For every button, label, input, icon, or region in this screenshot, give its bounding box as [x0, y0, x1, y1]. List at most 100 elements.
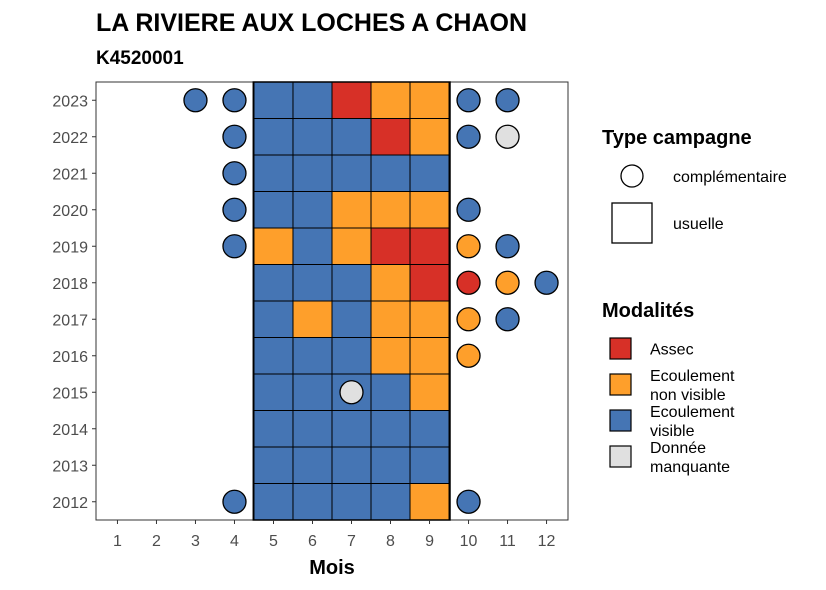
point-2022-10: [456, 124, 481, 149]
cell-2012-8: [370, 483, 411, 521]
legend-label-ecoulement-visible-0: Ecoulement: [650, 404, 735, 421]
legend-label-ecoulement-non-visible-1: non visible: [650, 387, 726, 404]
cell-2022-6: [292, 118, 333, 156]
cell-2012-6: [292, 483, 333, 521]
cell-2020-8: [370, 191, 411, 229]
x-tick-5: 5: [269, 533, 278, 550]
point-2012-10: [456, 489, 481, 514]
cell-2017-5: [253, 300, 294, 338]
cell-2015-6: [292, 373, 333, 411]
point-2020-4: [222, 197, 247, 222]
cell-2020-7: [331, 191, 372, 229]
cell-2016-6: [292, 337, 333, 375]
y-tick-2014: 2014: [52, 422, 88, 439]
x-tick-6: 6: [308, 533, 317, 550]
cell-2017-9: [409, 300, 450, 338]
legend-key-donnee-manquante: [609, 445, 632, 468]
point-2021-4: [222, 161, 247, 186]
cell-2014-7: [331, 410, 372, 448]
cell-2020-5: [253, 191, 294, 229]
point-2018-12: [534, 270, 559, 295]
cell-2018-8: [370, 264, 411, 302]
legend-label-ecoulement-visible-1: visible: [650, 423, 695, 440]
y-tick-2018: 2018: [52, 276, 88, 293]
y-axis: 2012 2013 2014 2015 2016 2017 2018 2019 2020 2021…: [52, 93, 96, 512]
legend-modalites-title: Modalités: [602, 300, 694, 322]
x-tick-1: 1: [113, 533, 122, 550]
legend-key-ecoulement-non-visible: [609, 373, 632, 396]
legend-type-usuelle: usuelle: [673, 216, 724, 233]
cell-2018-6: [292, 264, 333, 302]
y-tick-2021: 2021: [52, 166, 88, 183]
point-2023-3: [183, 88, 208, 113]
cell-2013-5: [253, 446, 294, 484]
point-2019-10: [456, 234, 481, 259]
cell-2013-9: [409, 446, 450, 484]
cell-2021-9: [409, 154, 450, 192]
legend-label-donnee-manquante-1: manquante: [650, 459, 730, 476]
cell-2023-6: [292, 81, 333, 119]
cell-2021-7: [331, 154, 372, 192]
legend-square-key: [611, 202, 653, 244]
legend-key-assec: [609, 337, 632, 360]
cell-2016-7: [331, 337, 372, 375]
cell-2014-6: [292, 410, 333, 448]
point-2018-11: [495, 270, 520, 295]
y-tick-2020: 2020: [52, 203, 88, 220]
cell-2014-5: [253, 410, 294, 448]
x-tick-10: 10: [460, 533, 478, 550]
cell-2019-7: [331, 227, 372, 265]
legend-type-complementaire: complémentaire: [673, 169, 787, 186]
cell-2023-8: [370, 81, 411, 119]
point-2023-10: [456, 88, 481, 113]
point-2012-4: [222, 489, 247, 514]
cell-2021-8: [370, 154, 411, 192]
point-2019-11: [495, 234, 520, 259]
y-tick-2012: 2012: [52, 495, 88, 512]
cell-2017-6: [292, 300, 333, 338]
x-tick-4: 4: [230, 533, 239, 550]
cell-2023-9: [409, 81, 450, 119]
cell-2015-8: [370, 373, 411, 411]
legend-label-assec-0: Assec: [650, 342, 694, 359]
cell-2018-5: [253, 264, 294, 302]
point-2016-10: [456, 343, 481, 368]
x-tick-8: 8: [386, 533, 395, 550]
cell-2019-9: [409, 227, 450, 265]
x-tick-11: 11: [499, 533, 516, 550]
x-tick-7: 7: [347, 533, 356, 550]
cell-2016-8: [370, 337, 411, 375]
x-tick-2: 2: [152, 533, 161, 550]
legend-label-ecoulement-non-visible-0: Ecoulement: [650, 368, 735, 385]
y-tick-2017: 2017: [52, 312, 88, 329]
y-tick-2013: 2013: [52, 458, 88, 475]
point-2015-7: [339, 380, 364, 405]
cell-2023-5: [253, 81, 294, 119]
point-2023-4: [222, 88, 247, 113]
cell-2015-9: [409, 373, 450, 411]
y-tick-2022: 2022: [52, 130, 88, 147]
cell-2019-5: [253, 227, 294, 265]
point-2018-10: [456, 270, 481, 295]
y-tick-2019: 2019: [52, 239, 88, 256]
point-2020-10: [456, 197, 481, 222]
cell-2019-6: [292, 227, 333, 265]
y-tick-2023: 2023: [52, 93, 88, 110]
cell-2016-9: [409, 337, 450, 375]
point-2023-11: [495, 88, 520, 113]
cell-2012-9: [409, 483, 450, 521]
x-tick-12: 12: [538, 533, 556, 550]
legend-type: Type campagne complémentaire usuelle: [602, 127, 787, 244]
cell-2022-9: [409, 118, 450, 156]
legend-label-donnee-manquante-0: Donnée: [650, 440, 706, 457]
y-tick-2015: 2015: [52, 385, 88, 402]
cell-2015-5: [253, 373, 294, 411]
point-2017-10: [456, 307, 481, 332]
cell-2022-5: [253, 118, 294, 156]
legend-type-title: Type campagne: [602, 127, 752, 149]
point-2022-11: [495, 124, 520, 149]
x-tick-9: 9: [425, 533, 434, 550]
legend-circle-key: [620, 164, 644, 188]
